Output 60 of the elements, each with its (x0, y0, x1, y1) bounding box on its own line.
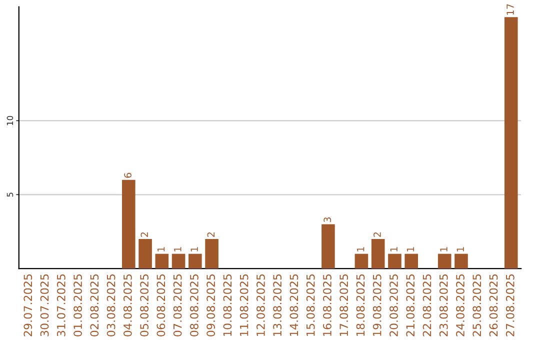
x-tick-label: 24.08.2025 (456, 274, 464, 336)
x-tick-label: 26.08.2025 (489, 274, 498, 336)
x-tick-label: 19.08.2025 (372, 274, 382, 336)
y-tick-label: 10 (6, 116, 14, 126)
x-tick-label: 31.07.2025 (56, 274, 66, 336)
bar (504, 17, 518, 269)
x-tick-label: 16.08.2025 (323, 274, 332, 336)
x-tick-label: 20.08.2025 (390, 274, 398, 336)
bar (138, 239, 152, 269)
data-label: 1 (440, 247, 448, 252)
bar (404, 254, 418, 269)
x-tick-label: 17.08.2025 (340, 274, 348, 336)
x-tick-label: 18.08.2025 (356, 274, 365, 336)
data-label: 1 (406, 247, 414, 252)
bar (371, 239, 385, 269)
x-tick-label: 12.08.2025 (256, 274, 265, 336)
bar (172, 254, 186, 269)
data-label: 2 (374, 232, 381, 237)
data-label: 6 (124, 172, 132, 178)
y-tick-label: 5 (6, 192, 14, 197)
x-tick-label: 25.08.2025 (472, 274, 482, 336)
x-tick-label: 29.07.2025 (24, 274, 32, 336)
x-tick-label: 05.08.2025 (140, 274, 149, 336)
x-tick-label: 11.08.2025 (240, 274, 248, 336)
x-tick-label: 03.08.2025 (106, 274, 116, 336)
x-tick-label: 23.08.2025 (439, 274, 448, 336)
data-label: 3 (324, 217, 332, 222)
x-tick-label: 15.08.2025 (306, 274, 315, 336)
x-tick-label: 02.08.2025 (90, 274, 99, 336)
data-label: 1 (174, 247, 182, 252)
bar (188, 254, 202, 269)
bar (388, 254, 402, 269)
x-tick-label: 27.08.2025 (506, 274, 514, 336)
data-label: 1 (190, 247, 198, 252)
bar (155, 254, 169, 269)
x-tick-label: 06.08.2025 (156, 274, 166, 336)
x-tick-label: 09.08.2025 (206, 274, 216, 336)
x-tick-label: 10.08.2025 (223, 274, 232, 336)
data-label: 1 (456, 247, 464, 252)
x-tick-label: 21.08.2025 (406, 274, 415, 336)
x-tick-label: 07.08.2025 (173, 274, 182, 336)
x-tick-label: 01.08.2025 (74, 274, 82, 336)
x-tick-label: 08.08.2025 (190, 274, 198, 336)
x-tick-label: 30.07.2025 (40, 274, 49, 336)
data-label: 1 (390, 247, 398, 252)
bar (322, 224, 335, 269)
data-label: 17 (506, 4, 514, 15)
bar (205, 239, 218, 269)
x-tick-label: 22.08.2025 (422, 274, 432, 336)
bar (438, 254, 452, 269)
bar (122, 180, 136, 269)
bar (454, 254, 468, 269)
x-tick-label: 04.08.2025 (123, 274, 132, 336)
data-label: 1 (357, 247, 364, 252)
x-tick-label: 14.08.2025 (290, 274, 298, 336)
data-label: 2 (207, 232, 214, 237)
bar (354, 254, 368, 269)
x-tick-label: 13.08.2025 (273, 274, 282, 336)
data-label: 2 (140, 232, 148, 237)
data-label: 1 (158, 247, 165, 252)
